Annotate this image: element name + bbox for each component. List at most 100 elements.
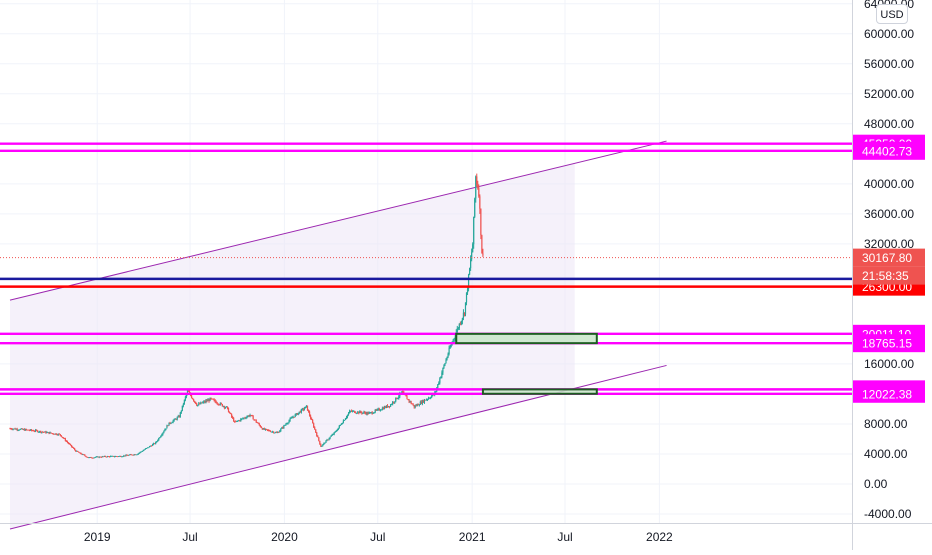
candle-body <box>470 259 472 269</box>
candle-body <box>443 365 445 368</box>
candle-body <box>31 430 34 432</box>
price-tick-label: 32000.00 <box>864 237 914 251</box>
candle-body <box>442 367 444 373</box>
candle-body <box>462 312 465 319</box>
candle-body <box>421 400 424 404</box>
candle-body <box>28 430 31 432</box>
candle-body <box>292 416 294 418</box>
candle-body <box>125 454 127 456</box>
candle-body <box>182 404 184 406</box>
candle-body <box>268 430 271 432</box>
candle-body <box>391 404 393 406</box>
candle-body <box>233 418 235 422</box>
candle-body <box>415 405 417 407</box>
candle-body <box>230 413 233 417</box>
candle-body <box>266 429 269 431</box>
candle-body <box>467 274 470 289</box>
candle-body <box>14 428 16 430</box>
candle-body <box>471 252 473 260</box>
candle-body <box>42 431 44 433</box>
candle-body <box>264 428 267 430</box>
candle-body <box>10 428 12 430</box>
candle-body <box>95 456 97 458</box>
candle-body <box>44 431 46 433</box>
candle-body <box>251 415 253 417</box>
horizontal-levels[interactable] <box>0 142 852 395</box>
candle-body <box>163 431 165 433</box>
candle-body <box>65 440 68 442</box>
candle-body <box>149 445 152 447</box>
candle-body <box>354 410 356 413</box>
candle-body <box>248 415 250 417</box>
candle-body <box>413 405 415 408</box>
candle-body <box>286 423 288 425</box>
candle-body <box>335 430 337 432</box>
candle-body <box>238 420 240 422</box>
candle-body <box>116 456 118 457</box>
candle-body <box>314 427 316 430</box>
candle-body <box>368 412 370 414</box>
candle-body <box>123 455 125 457</box>
candle-body <box>438 382 440 385</box>
candle-body <box>301 408 303 410</box>
candle-body <box>186 390 189 394</box>
candle-body <box>131 454 133 456</box>
candle-body <box>150 445 153 447</box>
candle-body <box>479 196 481 209</box>
candle-body <box>332 434 334 436</box>
candle-body <box>83 454 85 456</box>
candle-body <box>284 425 286 426</box>
zone-box <box>481 388 598 395</box>
candle-body <box>445 359 447 364</box>
candle-body <box>162 432 164 435</box>
candle-body <box>117 456 119 458</box>
candle-body <box>346 414 349 418</box>
candle-body <box>361 412 363 414</box>
candle-body <box>220 403 222 405</box>
candle-body <box>128 454 130 456</box>
candle-body <box>289 418 291 421</box>
candle-body <box>79 452 81 454</box>
candle-body <box>227 408 230 413</box>
candle-body <box>18 429 20 431</box>
currency-button[interactable]: USD <box>876 4 908 24</box>
candle-body <box>392 402 394 405</box>
candle-body <box>373 412 375 414</box>
candle-body <box>111 455 114 457</box>
candle-body <box>306 405 309 411</box>
candle-body <box>345 417 348 419</box>
candle-body <box>320 444 322 447</box>
candle-body <box>395 397 397 402</box>
candle-body <box>206 400 208 402</box>
candle-body <box>308 411 311 416</box>
time-tick-label: 2020 <box>271 530 298 544</box>
candle-body <box>344 418 347 421</box>
candle-body <box>37 430 39 433</box>
candle-body <box>240 418 242 421</box>
candle-body <box>285 424 287 426</box>
candle-body <box>234 421 236 423</box>
candle-body <box>232 416 234 419</box>
candle-body <box>290 417 292 419</box>
candle-body <box>63 438 65 440</box>
candle-body <box>398 396 400 398</box>
candle-body <box>418 404 420 406</box>
candle-body <box>97 456 99 458</box>
candle-body <box>185 393 188 397</box>
candle-body <box>41 431 43 433</box>
candle-body <box>11 429 13 430</box>
candle-body <box>273 431 275 433</box>
support-zones[interactable] <box>455 332 598 395</box>
candle-body <box>337 427 339 430</box>
candle-body <box>431 395 433 398</box>
candle-body <box>439 378 441 383</box>
price-label-bg <box>853 384 925 403</box>
candle-body <box>9 428 11 430</box>
candle-body <box>181 405 183 411</box>
candle-body <box>356 412 358 414</box>
candle-body <box>46 432 48 434</box>
candle-body <box>446 357 448 360</box>
time-tick-label: 2019 <box>84 530 111 544</box>
